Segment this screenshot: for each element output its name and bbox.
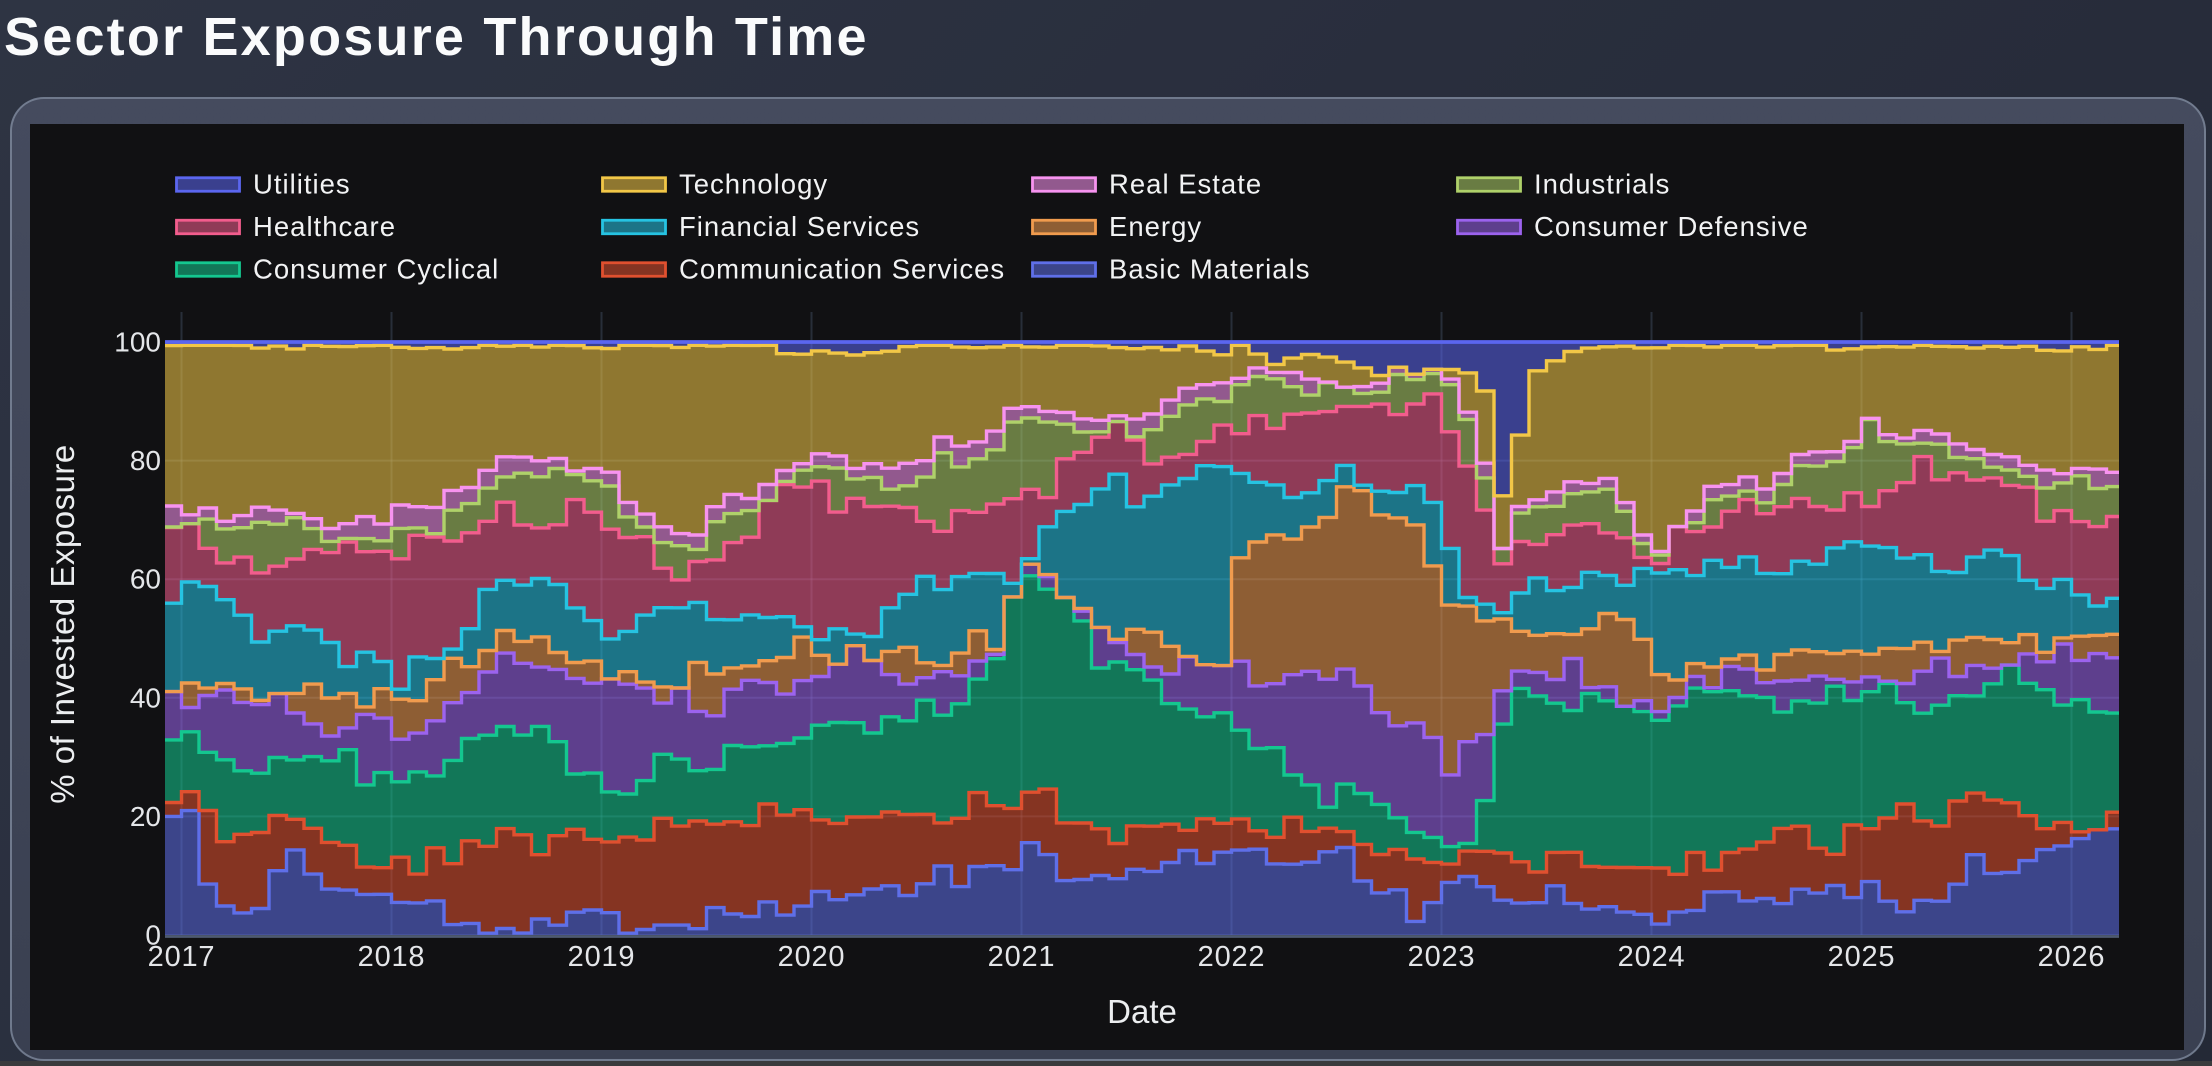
svg-text:Communication Services: Communication Services	[679, 254, 1005, 285]
svg-text:Consumer Defensive: Consumer Defensive	[1534, 211, 1809, 242]
svg-text:Utilities: Utilities	[253, 169, 351, 200]
svg-text:40: 40	[130, 682, 161, 713]
svg-text:Healthcare: Healthcare	[253, 211, 396, 242]
svg-text:2018: 2018	[358, 941, 426, 973]
svg-text:0: 0	[145, 920, 161, 951]
svg-text:2020: 2020	[778, 941, 846, 973]
svg-text:Financial Services: Financial Services	[679, 211, 920, 242]
svg-text:Real Estate: Real Estate	[1109, 169, 1262, 200]
svg-text:Consumer Cyclical: Consumer Cyclical	[253, 254, 499, 285]
svg-text:60: 60	[130, 564, 161, 595]
svg-text:100: 100	[114, 327, 161, 358]
svg-text:Industrials: Industrials	[1534, 169, 1670, 200]
svg-text:2021: 2021	[988, 941, 1056, 973]
svg-text:2023: 2023	[1408, 941, 1476, 973]
svg-text:20: 20	[130, 801, 161, 832]
svg-text:2022: 2022	[1198, 941, 1266, 973]
svg-text:2025: 2025	[1828, 941, 1896, 973]
svg-text:Basic Materials: Basic Materials	[1109, 254, 1310, 285]
svg-text:Date: Date	[1107, 993, 1177, 1030]
svg-text:2024: 2024	[1618, 941, 1686, 973]
svg-text:2017: 2017	[148, 941, 216, 973]
svg-text:Technology: Technology	[679, 169, 828, 200]
svg-text:80: 80	[130, 445, 161, 476]
svg-text:2019: 2019	[568, 941, 636, 973]
svg-text:2026: 2026	[2038, 941, 2106, 973]
svg-text:Energy: Energy	[1109, 211, 1202, 242]
svg-text:% of Invested Exposure: % of Invested Exposure	[44, 444, 81, 804]
